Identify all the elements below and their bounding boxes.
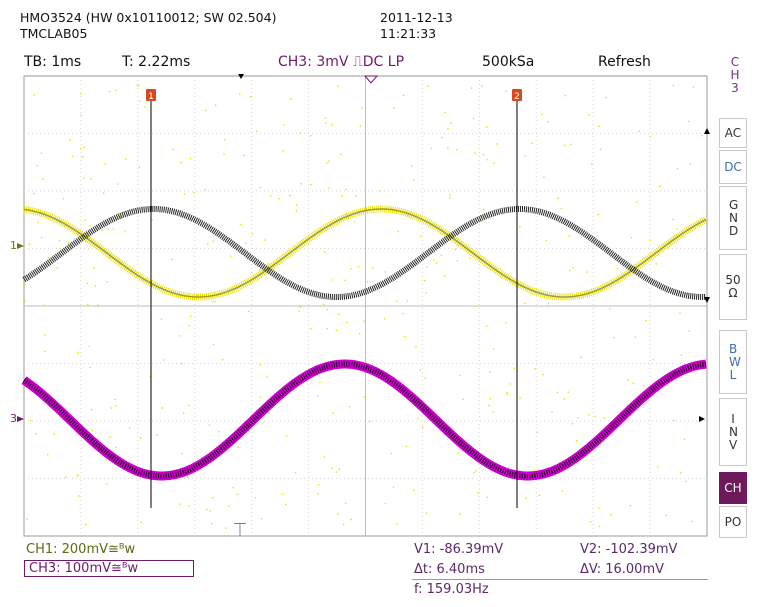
trigger-channel-label: CH3: 3mV — [278, 54, 349, 70]
graticule-grid — [24, 76, 707, 536]
sidebar-channel-label: C H 3 — [730, 55, 740, 95]
device-info: HMO3524 (HW 0x10110012; SW 02.504) — [20, 10, 277, 25]
ch3-settings[interactable]: CH3: 100mV≅ᴮᴡ — [24, 560, 194, 577]
coupling-dc-button[interactable]: DC — [719, 150, 747, 184]
cursor-1-marker[interactable] — [146, 89, 156, 101]
bandwidth-limit-label: B W L — [729, 341, 741, 382]
sample-rate: 500kSa — [482, 54, 535, 70]
ch3-level-arrow — [17, 416, 24, 422]
trigger-bottom-marker: ⏉ — [234, 522, 246, 537]
timebase[interactable]: TB: 1ms — [24, 54, 82, 70]
trigger-level-marker-top — [363, 75, 379, 84]
impedance-50-label: 50 Ω — [725, 273, 741, 300]
capture-time: 11:21:33 — [380, 26, 437, 41]
cursor-v2: V2: -102.39mV — [580, 542, 678, 557]
ch3-level-marker[interactable]: 3 — [10, 412, 17, 425]
coupling-ac-button[interactable]: AC — [719, 118, 747, 148]
impedance-50-button[interactable]: 50 Ω — [719, 254, 747, 320]
trigger-position-marker[interactable] — [238, 74, 244, 79]
coupling-gnd-button[interactable]: G N D — [719, 186, 747, 250]
channel-label: CH — [724, 480, 742, 495]
position-button[interactable]: PO — [719, 506, 747, 538]
cursor-2-marker[interactable] — [512, 89, 522, 101]
invert-label: I N V — [729, 411, 738, 452]
ch3-waveform — [21, 359, 707, 481]
measure-divider — [412, 579, 708, 580]
ch3-offset-marker — [699, 416, 705, 422]
acquisition-mode[interactable]: Refresh — [598, 54, 651, 70]
rising-edge-icon: ⎍ — [352, 54, 363, 70]
ch1-level-marker[interactable]: 1 — [10, 239, 17, 252]
lab-name: TMCLAB05 — [20, 26, 88, 41]
cursor-v1: V1: -86.39mV — [414, 542, 504, 557]
coupling-gnd-label: G N D — [729, 197, 739, 238]
capture-date: 2011-12-13 — [380, 10, 453, 25]
ch1-noise-dots — [24, 84, 703, 529]
coupling-dc-label: DC — [724, 159, 742, 174]
coupling-ac-label: AC — [724, 125, 742, 140]
cursor-frequency: f: 159.03Hz — [414, 582, 489, 597]
cursor-2-label: 2 — [514, 92, 520, 102]
cursor-delta-v: ΔV: 16.00mV — [580, 562, 665, 577]
cursor-delta-t: Δt: 6.40ms — [414, 562, 485, 577]
bandwidth-limit-button[interactable]: B W L — [719, 330, 747, 394]
scroll-down-marker — [704, 297, 710, 303]
ch1-waveform — [22, 205, 708, 301]
status-bar: TB: 1ms T: 2.22ms CH3: 3mV ⎍DC LP 500kSa… — [0, 52, 706, 74]
ch1-level-arrow — [17, 243, 24, 249]
trigger-mode: DC LP — [362, 54, 405, 70]
trigger-time[interactable]: T: 2.22ms — [122, 54, 191, 70]
channel-button[interactable]: CH — [719, 472, 747, 504]
invert-button[interactable]: I N V — [719, 398, 747, 466]
scroll-up-marker — [704, 128, 710, 134]
ch1-settings[interactable]: CH1: 200mV≅ᴮᴡ — [26, 542, 136, 557]
cursor-1-label: 1 — [148, 92, 154, 102]
trigger-channel[interactable]: CH3: 3mV ⎍DC LP — [278, 54, 404, 70]
position-label: PO — [724, 514, 742, 529]
